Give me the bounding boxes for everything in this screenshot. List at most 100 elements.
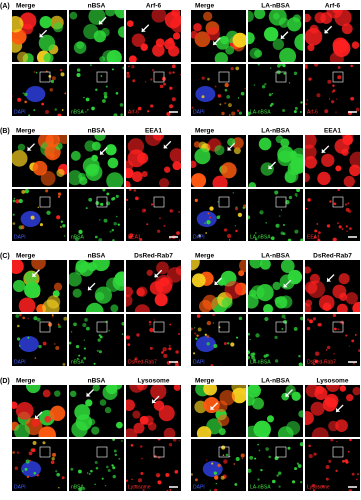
particle: [239, 260, 246, 273]
particle: [56, 168, 65, 177]
particle: [332, 39, 351, 58]
particle: [322, 397, 337, 412]
particle: [223, 459, 228, 464]
particle: [211, 462, 214, 465]
particle: [356, 478, 358, 481]
particle: [311, 483, 316, 488]
arrow-head: [154, 273, 159, 278]
particle: [194, 198, 198, 202]
particle: [38, 426, 56, 437]
particle: [305, 299, 313, 307]
particle: [126, 160, 134, 172]
particle: [128, 208, 131, 210]
particle: [131, 171, 143, 182]
particle: [128, 65, 130, 68]
particle: [224, 102, 227, 105]
micrograph: nBSA: [69, 64, 124, 116]
particle: [276, 474, 279, 477]
particle: [337, 75, 342, 80]
particle: [191, 160, 197, 169]
inset-box: [96, 71, 108, 83]
particle: [214, 85, 217, 88]
particle: [240, 453, 245, 458]
signal: [248, 442, 303, 488]
particle: [172, 161, 181, 171]
particle: [352, 301, 360, 312]
particle: [194, 332, 197, 335]
inset-box: [39, 196, 51, 208]
particle: [300, 101, 303, 104]
particle: [83, 96, 85, 99]
particle: [250, 285, 265, 300]
arrow-head: [280, 34, 285, 39]
column-header: DsRed-Rab7: [313, 253, 352, 260]
micrograph: DAPI: [12, 439, 67, 491]
particle: [212, 322, 215, 324]
particle: [88, 472, 91, 475]
particle: [97, 338, 101, 342]
particle: [232, 137, 244, 149]
particle: [306, 326, 311, 331]
signal: [305, 135, 360, 187]
particle: [18, 297, 36, 312]
particle: [82, 323, 87, 328]
signal: [69, 385, 123, 437]
particle: [17, 324, 20, 328]
micrograph: DAPI: [12, 64, 67, 116]
particle: [193, 23, 202, 32]
particle: [88, 197, 93, 202]
particle: [343, 175, 355, 187]
particle: [12, 260, 24, 274]
particle: [292, 480, 296, 484]
particle: [105, 85, 108, 88]
particle: [277, 471, 282, 476]
inset-box: [39, 71, 51, 83]
inset-box: [153, 321, 165, 333]
micrograph: [305, 135, 360, 187]
particle: [293, 110, 297, 114]
particle: [19, 314, 22, 317]
particle: [134, 357, 138, 361]
particle: [294, 229, 299, 234]
particle: [191, 173, 207, 187]
particle: [294, 467, 298, 471]
inset-box: [96, 446, 108, 458]
particle: [217, 201, 219, 203]
image-background: [248, 64, 303, 116]
particle: [317, 171, 331, 186]
particle: [258, 449, 261, 452]
particle: [240, 91, 245, 96]
particle: [309, 319, 313, 324]
particle: [341, 227, 344, 231]
image-label: DAPI: [193, 484, 205, 490]
particle: [71, 421, 88, 437]
signal: [194, 192, 246, 241]
particle: [105, 465, 109, 469]
inset-box: [218, 71, 230, 83]
particle: [268, 93, 272, 97]
particle: [140, 445, 143, 448]
signal: [12, 135, 67, 186]
particle: [263, 26, 279, 42]
particle: [112, 197, 116, 200]
column-header: Merge: [16, 378, 36, 385]
column-header: Merge: [195, 128, 215, 135]
particle: [296, 195, 298, 198]
particle: [31, 260, 46, 270]
particle: [163, 82, 166, 86]
particle: [206, 342, 210, 346]
particle: [76, 72, 81, 78]
arrow-head: [152, 399, 157, 404]
particle: [209, 489, 211, 491]
particle: [310, 401, 325, 416]
particle: [26, 385, 41, 394]
panel-label: (B): [0, 128, 10, 135]
particle: [218, 428, 226, 436]
particle: [208, 216, 212, 219]
signal: [126, 385, 181, 437]
particle: [207, 77, 210, 81]
particle: [82, 487, 86, 491]
particle: [194, 478, 198, 482]
particle: [235, 229, 238, 233]
particle: [126, 335, 131, 340]
